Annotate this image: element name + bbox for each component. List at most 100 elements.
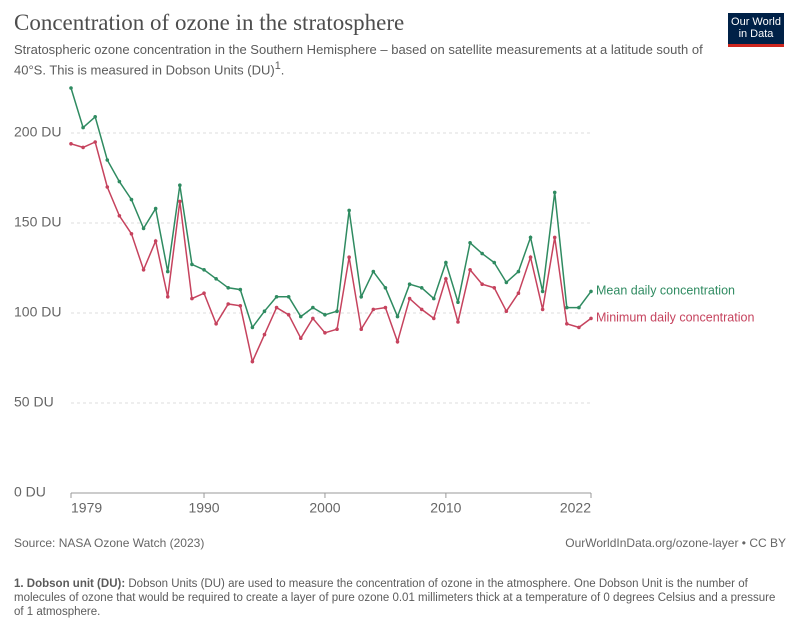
data-point	[93, 140, 97, 144]
data-point	[129, 197, 134, 202]
data-point	[141, 268, 146, 272]
data-point	[456, 300, 460, 305]
footnote-text: Dobson Units (DU) are used to measure th…	[14, 578, 776, 618]
data-point	[419, 307, 424, 312]
footnote-ref: 1	[274, 60, 281, 72]
data-point	[250, 325, 255, 330]
data-point	[407, 296, 412, 301]
license: OurWorldInData.org/ozone-layer • CC BY	[565, 536, 786, 550]
y-tick-label: 100 DU	[14, 304, 61, 320]
data-point	[141, 226, 146, 231]
data-point	[214, 277, 218, 281]
footnote-term-text: Dobson unit (DU):	[26, 578, 126, 590]
series-line	[70, 140, 592, 364]
data-point	[286, 313, 291, 317]
data-point	[347, 208, 351, 213]
data-point	[359, 295, 364, 299]
data-point	[347, 255, 351, 259]
data-point	[69, 142, 73, 146]
y-tick-label: 150 DU	[14, 214, 61, 230]
x-tick-label: 1979	[71, 500, 102, 516]
data-point	[565, 322, 569, 326]
data-point	[371, 307, 376, 312]
data-point	[117, 179, 122, 184]
data-point	[589, 289, 593, 294]
data-point	[504, 280, 509, 285]
data-point	[323, 331, 327, 335]
data-point	[540, 289, 545, 294]
x-tick-label: 1990	[188, 500, 219, 516]
data-point	[456, 320, 460, 324]
data-point	[565, 305, 569, 310]
data-point	[274, 305, 279, 310]
data-point	[359, 327, 364, 332]
data-point	[444, 260, 448, 265]
data-point	[323, 313, 327, 317]
data-point	[480, 282, 484, 287]
series-label: Mean daily concentration	[596, 284, 735, 298]
y-tick-label: 200 DU	[14, 124, 61, 140]
data-point	[444, 277, 448, 281]
logo-line: Our World	[731, 16, 781, 28]
data-point	[589, 316, 593, 321]
data-point	[516, 291, 521, 296]
data-point	[129, 232, 134, 236]
data-point	[311, 305, 315, 310]
data-point	[178, 183, 182, 187]
data-point	[468, 241, 472, 245]
data-point	[262, 309, 267, 314]
data-point	[238, 287, 243, 292]
data-point	[492, 286, 497, 290]
data-point	[431, 316, 436, 321]
logo[interactable]: Our World in Data	[728, 13, 784, 47]
data-point	[69, 86, 73, 90]
data-point	[492, 260, 497, 265]
data-point	[93, 115, 97, 119]
chart-subtitle: Stratospheric ozone concentration in the…	[14, 42, 703, 78]
data-point	[298, 314, 303, 319]
data-point	[528, 255, 533, 259]
subtitle-text: Stratospheric ozone concentration in the…	[14, 42, 703, 78]
chart-title: Concentration of ozone in the stratosphe…	[14, 10, 405, 35]
data-point	[214, 322, 218, 326]
data-point	[383, 286, 388, 290]
data-point	[395, 340, 400, 344]
y-tick-label: 50 DU	[14, 394, 54, 410]
data-point	[81, 125, 85, 130]
x-tick-label: 2010	[430, 500, 461, 516]
x-tick-label: 2022	[560, 500, 591, 516]
data-point	[250, 359, 255, 364]
series-line	[70, 87, 592, 330]
data-point	[202, 268, 206, 272]
footnote-term: 1. Dobson unit (DU):	[14, 578, 125, 590]
data-point	[504, 309, 509, 314]
series-label: Minimum daily concentration	[596, 311, 754, 325]
data-point	[311, 316, 315, 321]
data-point	[335, 309, 339, 314]
data-point	[286, 295, 291, 299]
data-point	[540, 307, 545, 312]
data-point	[202, 291, 206, 296]
data-point	[516, 269, 521, 274]
data-point	[407, 282, 412, 287]
data-point	[468, 268, 472, 272]
data-point	[552, 190, 557, 195]
data-point	[226, 286, 231, 290]
data-point	[81, 145, 85, 150]
x-tick-label: 2000	[309, 500, 340, 516]
y-tick-label: 0 DU	[14, 484, 46, 500]
data-point	[165, 269, 170, 274]
data-point	[383, 305, 388, 310]
data-point	[274, 295, 279, 299]
data-point	[238, 304, 243, 308]
logo-line: in Data	[738, 28, 774, 40]
data-point	[153, 239, 158, 243]
data-point	[105, 185, 110, 189]
data-point	[577, 305, 581, 310]
data-point	[528, 235, 533, 240]
data-point	[577, 325, 581, 330]
data-point	[190, 262, 194, 267]
data-point	[190, 296, 194, 301]
